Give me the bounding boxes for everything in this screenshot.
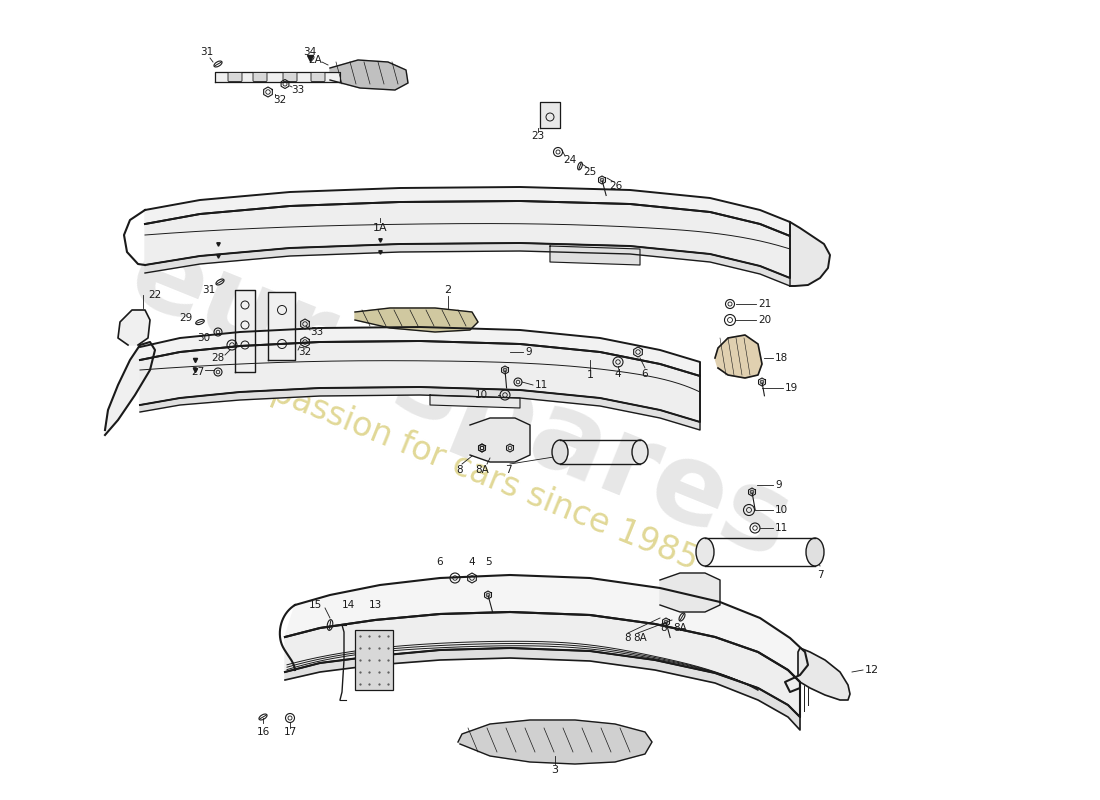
FancyBboxPatch shape <box>253 73 267 82</box>
Text: 11: 11 <box>776 523 789 533</box>
Text: 31: 31 <box>201 285 214 295</box>
Text: 9: 9 <box>525 347 531 357</box>
Text: 10: 10 <box>776 505 788 515</box>
Text: 21: 21 <box>758 299 771 309</box>
Ellipse shape <box>632 440 648 464</box>
Text: 8: 8 <box>661 623 668 633</box>
Text: 8A: 8A <box>475 465 488 475</box>
Polygon shape <box>715 335 762 378</box>
Text: 26: 26 <box>609 181 623 191</box>
Text: 18: 18 <box>776 353 789 363</box>
Text: 12: 12 <box>865 665 879 675</box>
Text: 5: 5 <box>485 557 492 567</box>
Polygon shape <box>145 243 790 286</box>
Text: 9: 9 <box>776 480 782 490</box>
Polygon shape <box>660 573 720 612</box>
Polygon shape <box>268 292 295 360</box>
Text: 34: 34 <box>304 47 317 57</box>
Polygon shape <box>355 308 478 332</box>
Text: 8: 8 <box>456 465 463 475</box>
Text: 20: 20 <box>758 315 771 325</box>
Text: 7: 7 <box>816 570 823 580</box>
Text: 10: 10 <box>475 390 488 400</box>
Text: 22: 22 <box>148 290 162 300</box>
FancyBboxPatch shape <box>283 73 297 82</box>
Text: 4: 4 <box>469 557 475 567</box>
Polygon shape <box>430 395 520 408</box>
Polygon shape <box>140 387 700 430</box>
Polygon shape <box>285 648 800 730</box>
Text: 8A: 8A <box>634 633 647 643</box>
Text: 2: 2 <box>444 285 452 295</box>
Ellipse shape <box>552 440 568 464</box>
FancyBboxPatch shape <box>311 73 324 82</box>
Text: 2A: 2A <box>308 55 322 65</box>
FancyBboxPatch shape <box>228 73 242 82</box>
Polygon shape <box>550 246 640 265</box>
Polygon shape <box>798 648 850 700</box>
Text: 29: 29 <box>178 313 192 323</box>
Polygon shape <box>214 72 340 82</box>
Text: 6: 6 <box>641 369 648 379</box>
Text: 33: 33 <box>292 85 305 95</box>
FancyBboxPatch shape <box>355 630 393 690</box>
Text: 27: 27 <box>191 367 205 377</box>
Text: 11: 11 <box>535 380 548 390</box>
Text: 15: 15 <box>308 600 321 610</box>
Polygon shape <box>470 418 530 462</box>
Polygon shape <box>145 201 790 278</box>
Polygon shape <box>145 187 790 236</box>
Polygon shape <box>140 327 700 376</box>
Text: 33: 33 <box>310 327 323 337</box>
Polygon shape <box>330 60 408 90</box>
Text: 1: 1 <box>586 370 594 380</box>
Text: a passion for cars since 1985: a passion for cars since 1985 <box>238 363 703 577</box>
Polygon shape <box>458 720 652 764</box>
Polygon shape <box>140 341 700 422</box>
Text: 1A: 1A <box>373 223 387 233</box>
Text: 17: 17 <box>284 727 297 737</box>
Text: 32: 32 <box>274 95 287 105</box>
Polygon shape <box>285 575 808 692</box>
Polygon shape <box>285 612 800 717</box>
Polygon shape <box>104 342 155 435</box>
Text: 8: 8 <box>625 633 631 643</box>
Text: 14: 14 <box>341 600 354 610</box>
Polygon shape <box>118 310 150 345</box>
Text: 32: 32 <box>298 347 311 357</box>
Text: 30: 30 <box>197 333 210 343</box>
Polygon shape <box>235 290 255 372</box>
Text: 19: 19 <box>785 383 799 393</box>
Text: 3: 3 <box>551 765 559 775</box>
Ellipse shape <box>806 538 824 566</box>
Text: 4: 4 <box>615 369 622 379</box>
Text: 23: 23 <box>531 131 544 141</box>
Text: eurospares: eurospares <box>114 218 806 582</box>
Polygon shape <box>790 222 830 286</box>
Text: 31: 31 <box>200 47 213 57</box>
Text: 28: 28 <box>211 353 226 363</box>
Text: 13: 13 <box>368 600 382 610</box>
Text: 7: 7 <box>505 465 512 475</box>
Text: 24: 24 <box>563 155 576 165</box>
Text: 6: 6 <box>437 557 443 567</box>
Text: 16: 16 <box>256 727 270 737</box>
Polygon shape <box>540 102 560 128</box>
Text: 8A: 8A <box>673 623 686 633</box>
Text: 25: 25 <box>583 167 596 177</box>
Ellipse shape <box>696 538 714 566</box>
